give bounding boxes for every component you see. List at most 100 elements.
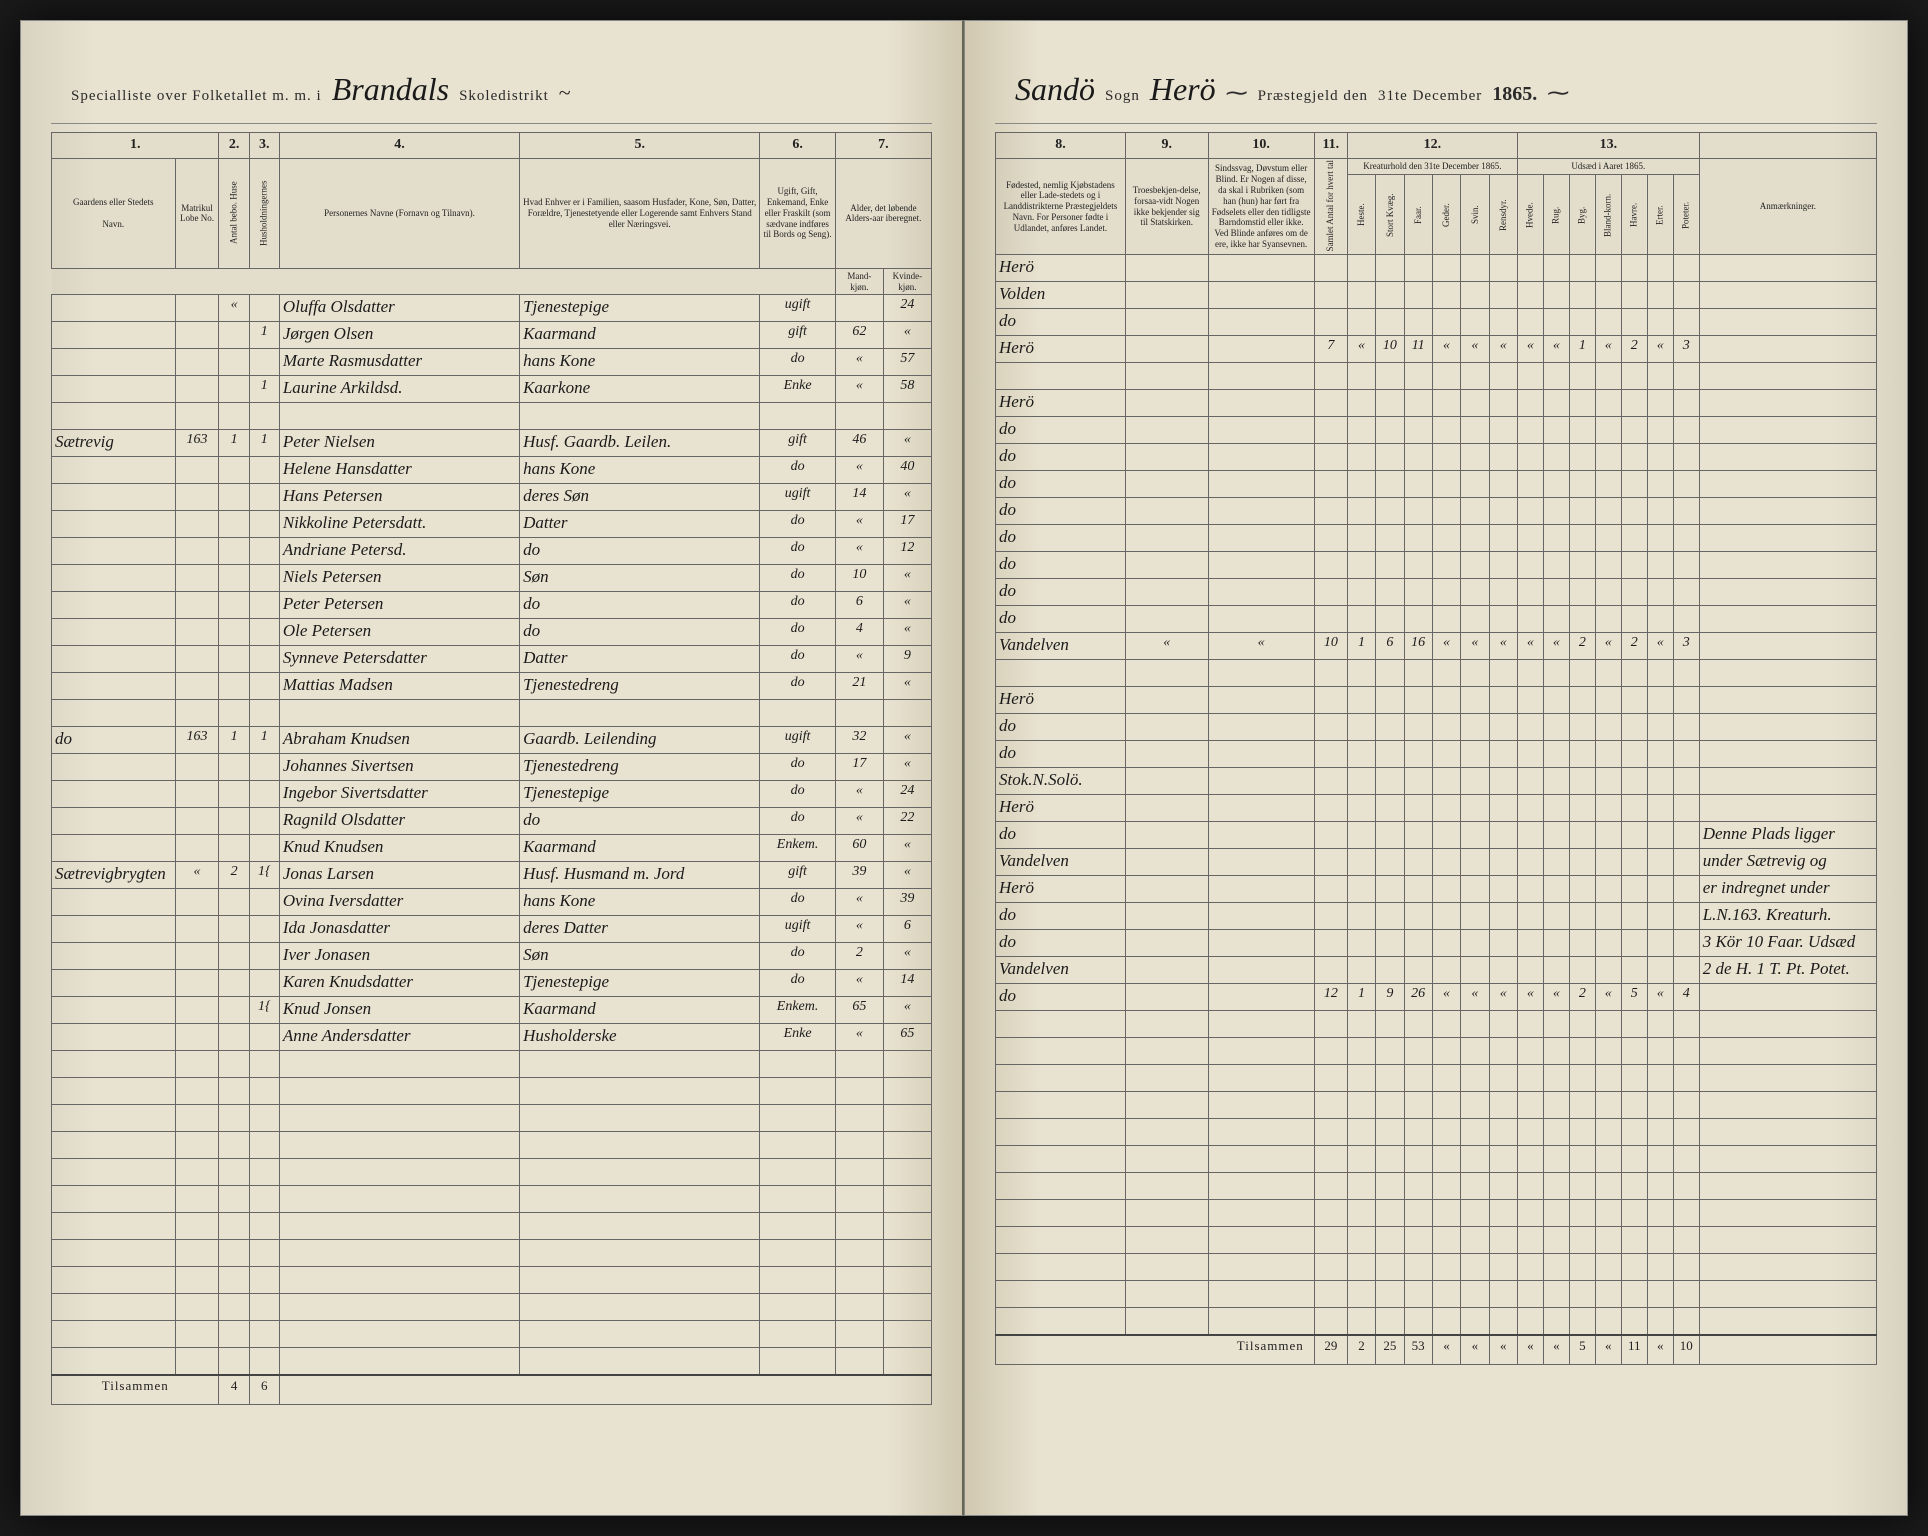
flourish-icon: ⁓ bbox=[1226, 80, 1248, 106]
table-row: Sætrevig16311Peter NielsenHusf. Gaardb. … bbox=[52, 430, 932, 457]
left-footer-row: Tilsammen 4 6 bbox=[52, 1375, 932, 1405]
hdr-names: Personernes Navne (Fornavn og Tilnavn). bbox=[279, 158, 519, 268]
title-district-suffix: Skoledistrikt bbox=[459, 88, 549, 105]
footer-label-right: Tilsammen bbox=[996, 1335, 1315, 1365]
table-row: doDenne Plads ligger bbox=[996, 822, 1877, 849]
hdr-civil: Ugift, Gift, Enkemand, Enke eller Fraski… bbox=[760, 158, 836, 268]
colnum-5: 5. bbox=[520, 133, 760, 159]
hdr-condition: Sindssvag, Døvstum eller Blind. Er Nogen… bbox=[1208, 158, 1314, 254]
colnum-3: 3. bbox=[249, 133, 279, 159]
footer-label-left: Tilsammen bbox=[52, 1375, 219, 1405]
table-row: do bbox=[996, 525, 1877, 552]
table-row: 1Laurine Arkildsd.KaarkoneEnke«58 bbox=[52, 376, 932, 403]
colnum-13: 13. bbox=[1517, 133, 1699, 159]
table-row: Herö7«1011«««««1«2«3 bbox=[996, 336, 1877, 363]
colnum-2: 2. bbox=[219, 133, 249, 159]
table-row: Helene Hansdatterhans Konedo«40 bbox=[52, 457, 932, 484]
table-row: Hans Petersenderes Sønugift14« bbox=[52, 484, 932, 511]
sub-header: Heste. bbox=[1347, 175, 1375, 255]
table-row: do3 Kör 10 Faar. Udsæd bbox=[996, 930, 1877, 957]
colnum-remarks bbox=[1699, 133, 1876, 159]
title-parish-suffix: Præstegjeld den bbox=[1258, 88, 1368, 105]
hdr-relation: Hvad Enhver er i Familien, saasom Husfad… bbox=[520, 158, 760, 268]
sub-header: Rug. bbox=[1543, 175, 1569, 255]
footer-total: 29 bbox=[1314, 1335, 1347, 1365]
table-row: Nikkoline Petersdatt.Datterdo«17 bbox=[52, 511, 932, 538]
colnum-1: 1. bbox=[52, 133, 219, 159]
table-row: do bbox=[996, 741, 1877, 768]
left-title: Specialliste over Folketallet m. m. i Br… bbox=[51, 71, 932, 124]
footer-hh: 6 bbox=[249, 1375, 279, 1405]
hdr-livestock: Kreaturhold den 31te December 1865. bbox=[1347, 158, 1517, 174]
hdr-households: Husholdningernes bbox=[249, 158, 279, 268]
table-row: Vandelven««101616«««««2«2«3 bbox=[996, 633, 1877, 660]
sub-header: Erter. bbox=[1647, 175, 1673, 255]
title-date: 31te December bbox=[1378, 88, 1482, 105]
hdr-place: Gaardens eller StedetsNavn. bbox=[52, 158, 176, 268]
hdr-age: Alder, det løbende Alders-aar iberegnet. bbox=[835, 158, 931, 268]
hdr-male: Mand-kjøn. bbox=[835, 268, 883, 295]
table-row: Synneve PetersdatterDatterdo«9 bbox=[52, 646, 932, 673]
title-prefix: Specialliste over Folketallet m. m. i bbox=[71, 88, 322, 105]
colnum-8: 8. bbox=[996, 133, 1126, 159]
colnum-10: 10. bbox=[1208, 133, 1314, 159]
table-row: Vandelven2 de H. 1 T. Pt. Potet. bbox=[996, 957, 1877, 984]
hdr-matrikul: Matrikul Lobe No. bbox=[175, 158, 219, 268]
right-footer-row: Tilsammen 29 2 25 53 « « « « « 5 « 11 « … bbox=[996, 1335, 1877, 1365]
census-book: Specialliste over Folketallet m. m. i Br… bbox=[20, 20, 1908, 1516]
title-parish: Herö bbox=[1150, 71, 1216, 108]
colnum-4: 4. bbox=[279, 133, 519, 159]
table-row: Mattias MadsenTjenestedrengdo21« bbox=[52, 673, 932, 700]
title-district: Brandals bbox=[332, 71, 449, 108]
table-row: Ingebor SivertsdatterTjenestepigedo«24 bbox=[52, 781, 932, 808]
table-row: do bbox=[996, 417, 1877, 444]
colnum-11: 11. bbox=[1314, 133, 1347, 159]
left-ledger: 1. 2. 3. 4. 5. 6. 7. Gaardens eller Sted… bbox=[51, 132, 932, 1405]
table-row: Ragnild Olsdatterdodo«22 bbox=[52, 808, 932, 835]
flourish-icon: ⁓ bbox=[1547, 80, 1569, 106]
table-row: 1Jørgen OlsenKaarmandgift62« bbox=[52, 322, 932, 349]
title-sogn-label: Sogn bbox=[1105, 88, 1140, 105]
sub-header: Byg. bbox=[1569, 175, 1595, 255]
table-row: do bbox=[996, 309, 1877, 336]
sub-header: Bland-korn. bbox=[1595, 175, 1621, 255]
table-row: do bbox=[996, 471, 1877, 498]
left-page: Specialliste over Folketallet m. m. i Br… bbox=[20, 20, 964, 1516]
table-row: 1{Knud JonsenKaarmandEnkem.65« bbox=[52, 997, 932, 1024]
hdr-female: Kvinde-kjøn. bbox=[883, 268, 931, 295]
table-row: Karen KnudsdatterTjenestepigedo«14 bbox=[52, 970, 932, 997]
table-row: Johannes SivertsenTjenestedrengdo17« bbox=[52, 754, 932, 781]
hdr-birthplace: Fødested, nemlig Kjøbstadens eller Lade-… bbox=[996, 158, 1126, 254]
table-row: Ovina Iversdatterhans Konedo«39 bbox=[52, 889, 932, 916]
table-row: do bbox=[996, 579, 1877, 606]
table-row: «Oluffa OlsdatterTjenestepigeugift24 bbox=[52, 295, 932, 322]
hdr-remarks: Anmærkninger. bbox=[1699, 158, 1876, 254]
right-page: Sandö Sogn Herö ⁓ Præstegjeld den 31te D… bbox=[964, 20, 1908, 1516]
title-year: 1865. bbox=[1492, 83, 1537, 106]
table-row: Stok.N.Solö. bbox=[996, 768, 1877, 795]
table-row: Volden bbox=[996, 282, 1877, 309]
table-row: Iver JonasenSøndo2« bbox=[52, 943, 932, 970]
table-row: Sætrevigbrygten«21{Jonas LarsenHusf. Hus… bbox=[52, 862, 932, 889]
table-row: Herö bbox=[996, 795, 1877, 822]
table-row: do bbox=[996, 498, 1877, 525]
sub-header: Faar. bbox=[1404, 175, 1432, 255]
table-row: Anne AndersdatterHusholderskeEnke«65 bbox=[52, 1024, 932, 1051]
colnum-9: 9. bbox=[1125, 133, 1208, 159]
table-row: Niels PetersenSøndo10« bbox=[52, 565, 932, 592]
table-row: Vandelvenunder Sætrevig og bbox=[996, 849, 1877, 876]
sub-header: Havre. bbox=[1621, 175, 1647, 255]
sub-header: Hvede. bbox=[1517, 175, 1543, 255]
colnum-12: 12. bbox=[1347, 133, 1517, 159]
table-row: Peter Petersendodo6« bbox=[52, 592, 932, 619]
right-ledger: 8. 9. 10. 11. 12. 13. Fødested, nemlig K… bbox=[995, 132, 1877, 1365]
table-row: Marte Rasmusdatterhans Konedo«57 bbox=[52, 349, 932, 376]
hdr-houses: Antal bebo. Huse bbox=[219, 158, 249, 268]
table-row: Herö bbox=[996, 687, 1877, 714]
colnum-6: 6. bbox=[760, 133, 836, 159]
table-row: Heröer indregnet under bbox=[996, 876, 1877, 903]
table-row: Ida Jonasdatterderes Datterugift«6 bbox=[52, 916, 932, 943]
table-row: do bbox=[996, 552, 1877, 579]
title-sogn: Sandö bbox=[1015, 71, 1095, 108]
table-row: Herö bbox=[996, 390, 1877, 417]
